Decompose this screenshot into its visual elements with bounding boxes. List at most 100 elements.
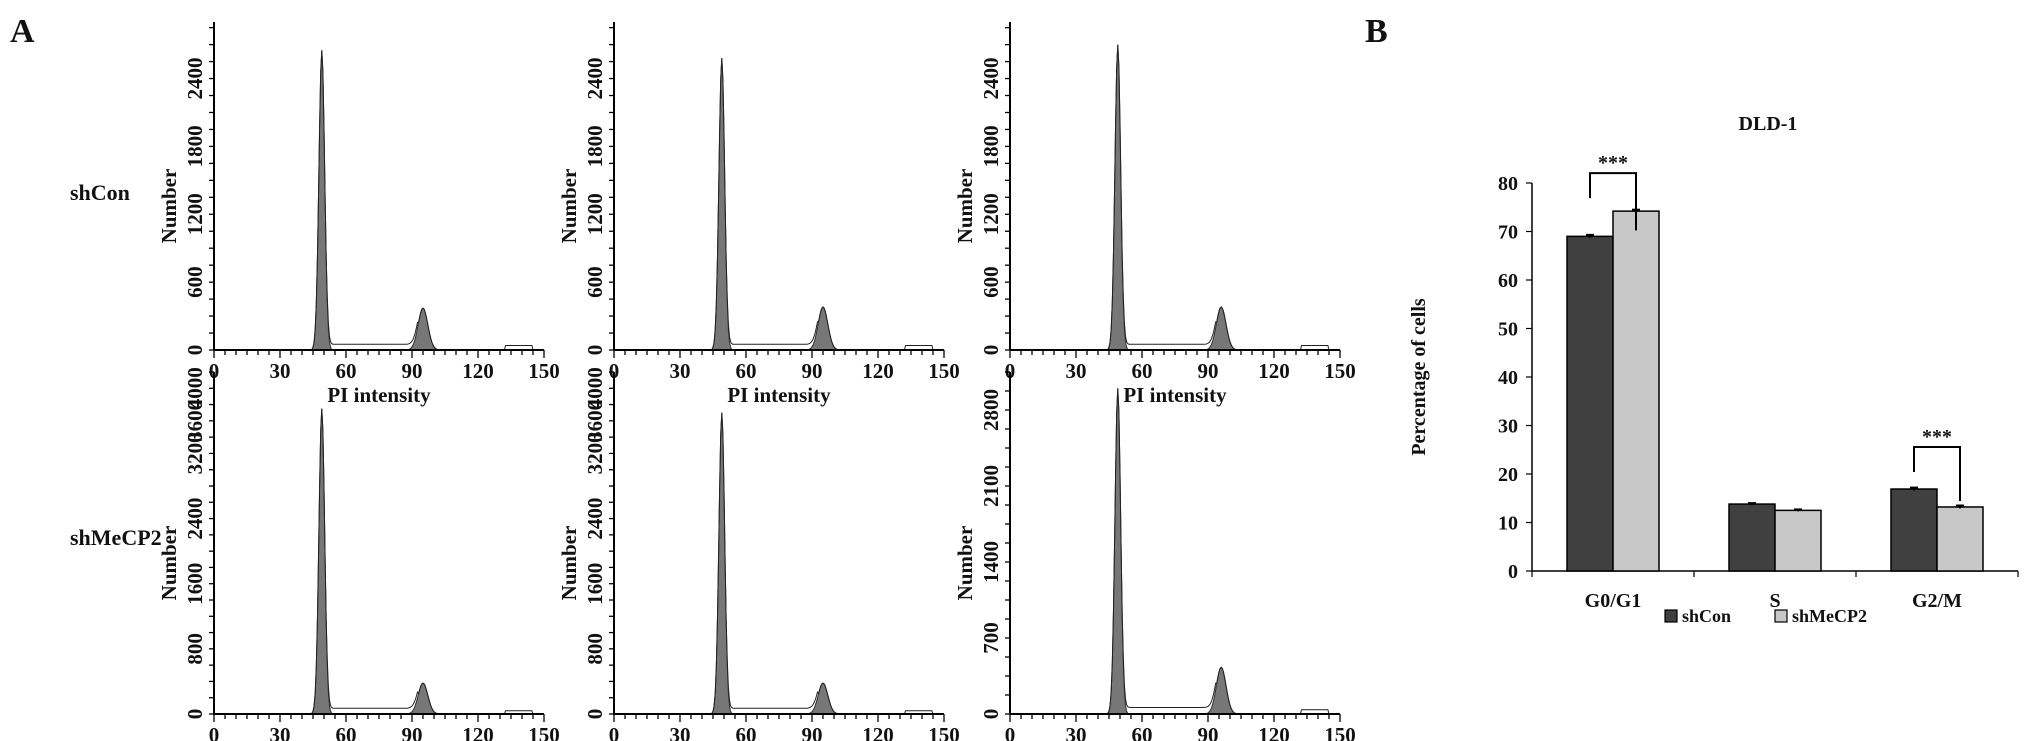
x-axis-label: PI intensity <box>1123 383 1227 407</box>
x-tick-label: 60 <box>1132 359 1153 383</box>
significance-label: *** <box>1598 152 1628 174</box>
x-tick-label: 150 <box>928 723 960 741</box>
x-tick-label: 0 <box>609 359 620 383</box>
legend-label-shMeCP2: shMeCP2 <box>1792 606 1867 626</box>
y-tick-label: 3200 <box>583 432 607 474</box>
bar-y-tick-label: 70 <box>1498 222 1518 244</box>
x-tick-label: 90 <box>802 359 823 383</box>
y-tick-label: 2400 <box>583 58 607 100</box>
bar-shMeCP2-G2/M <box>1936 506 1984 572</box>
x-tick-label: 90 <box>802 723 823 741</box>
y-axis-label: Number <box>157 169 181 244</box>
y-tick-label: 700 <box>979 622 1003 654</box>
y-tick-label: 0 <box>979 709 1003 720</box>
x-tick-label: 150 <box>528 723 560 741</box>
bar-y-tick-label: 50 <box>1498 319 1518 341</box>
x-tick-label: 150 <box>1324 359 1356 383</box>
histogram-fill-0 <box>306 50 443 351</box>
x-tick-label: 30 <box>1066 359 1087 383</box>
y-tick-label: 2400 <box>979 58 1003 100</box>
bar-category-label: S <box>1769 590 1780 612</box>
x-tick-label: 60 <box>1132 723 1153 741</box>
panel-label-a: A <box>10 13 35 50</box>
y-tick-label: 3600 <box>583 400 607 442</box>
y-tick-label: 1200 <box>583 193 607 235</box>
y-tick-label: 1600 <box>183 563 207 605</box>
y-tick-label: 0 <box>183 345 207 356</box>
y-tick-label: 2400 <box>183 498 207 540</box>
y-tick-label: 0 <box>183 709 207 720</box>
x-tick-label: 150 <box>928 359 960 383</box>
x-tick-label: 0 <box>209 723 220 741</box>
y-tick-label: 4000 <box>583 367 607 409</box>
histogram-fill-5 <box>1102 388 1240 715</box>
row-label-shmecp2: shMeCP2 <box>70 525 162 550</box>
y-tick-label: 2100 <box>979 465 1003 507</box>
bar-y-tick-label: 60 <box>1498 270 1518 292</box>
y-axis-label: Number <box>157 526 181 601</box>
x-tick-label: 30 <box>670 723 691 741</box>
chart-title: DLD-1 <box>1739 113 1798 135</box>
legend-swatch-shMeCP2 <box>1774 609 1788 623</box>
y-tick-label: 600 <box>183 266 207 298</box>
histogram-fill-3 <box>306 408 443 715</box>
y-tick-label: 1800 <box>583 125 607 167</box>
x-tick-label: 150 <box>528 359 560 383</box>
bar-y-tick-label: 0 <box>1508 561 1518 583</box>
x-tick-label: 30 <box>270 723 291 741</box>
x-tick-label: 120 <box>462 359 494 383</box>
panel-label-b: B <box>1365 13 1388 50</box>
bar-y-tick-label: 10 <box>1498 513 1518 535</box>
x-tick-label: 120 <box>862 359 894 383</box>
y-tick-label: 2400 <box>583 498 607 540</box>
x-tick-label: 90 <box>1198 723 1219 741</box>
y-tick-label: 1800 <box>183 125 207 167</box>
bar-shCon-G2/M <box>1890 488 1938 572</box>
y-tick-label: 600 <box>583 266 607 298</box>
y-axis-label: Number <box>557 526 581 601</box>
y-tick-label: 0 <box>979 345 1003 356</box>
histogram-fill-1 <box>706 58 843 351</box>
bar-shMeCP2-G0/G1 <box>1612 210 1660 572</box>
x-tick-label: 120 <box>1258 723 1290 741</box>
x-tick-label: 90 <box>1198 359 1219 383</box>
x-axis-label: PI intensity <box>727 383 831 407</box>
bar-y-tick-label: 40 <box>1498 367 1518 389</box>
legend-swatch-shCon <box>1664 609 1678 623</box>
y-tick-label: 1600 <box>583 563 607 605</box>
x-tick-label: 0 <box>209 359 220 383</box>
y-tick-label: 3200 <box>183 432 207 474</box>
y-tick-label: 1200 <box>979 193 1003 235</box>
significance-bracket <box>1913 446 1961 501</box>
y-tick-label: 0 <box>583 709 607 720</box>
x-tick-label: 0 <box>609 723 620 741</box>
y-tick-label: 4000 <box>183 367 207 409</box>
y-axis-label: Number <box>557 169 581 244</box>
y-axis-label: Number <box>953 169 977 244</box>
y-tick-label: 800 <box>183 633 207 665</box>
significance-label: *** <box>1922 426 1952 448</box>
histogram-fill-2 <box>1102 44 1240 351</box>
bar-shCon-G0/G1 <box>1566 235 1614 572</box>
y-tick-label: 1400 <box>979 541 1003 583</box>
x-tick-label: 90 <box>402 723 423 741</box>
x-tick-label: 30 <box>1066 723 1087 741</box>
bar-shCon-S <box>1728 503 1776 572</box>
bar-category-label: G0/G1 <box>1585 590 1642 612</box>
x-tick-label: 150 <box>1324 723 1356 741</box>
bar-shMeCP2-S <box>1774 509 1822 572</box>
y-tick-label: 2400 <box>183 58 207 100</box>
y-tick-label: 1200 <box>183 193 207 235</box>
x-tick-label: 60 <box>336 723 357 741</box>
row-label-shcon: shCon <box>70 180 130 205</box>
legend-label-shCon: shCon <box>1682 606 1731 626</box>
x-tick-label: 120 <box>862 723 894 741</box>
bar-y-axis-label: Percentage of cells <box>1408 298 1430 456</box>
x-tick-label: 30 <box>670 359 691 383</box>
x-axis-label: PI intensity <box>327 383 431 407</box>
x-tick-label: 60 <box>736 723 757 741</box>
bar-y-tick-label: 80 <box>1498 173 1518 195</box>
y-tick-label: 2800 <box>979 389 1003 431</box>
